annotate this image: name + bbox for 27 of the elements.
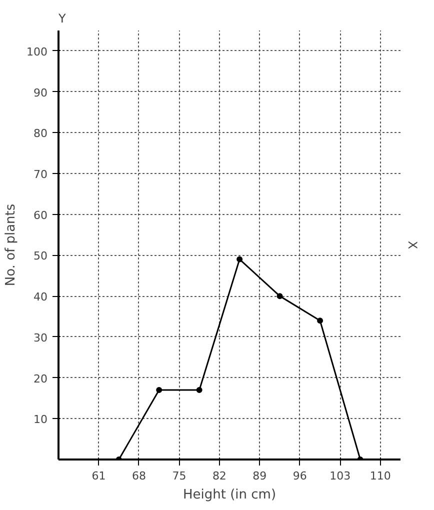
x-tick-label: 68 (132, 470, 146, 482)
y-tick-label: 40 (34, 290, 48, 304)
x-tick-label: 89 (252, 470, 267, 482)
point (317, 318, 324, 324)
y-tick-label: 50 (34, 250, 48, 263)
y-tick-label: 90 (34, 86, 48, 100)
point (156, 387, 162, 394)
text: X (406, 240, 420, 250)
x-tick-label: 103 (330, 470, 351, 482)
y-tick-label: 20 (34, 372, 48, 386)
x-tick-label: 75 (172, 470, 186, 482)
x-tick-label: 82 (212, 470, 226, 482)
y-tick-label: 80 (34, 127, 48, 140)
y-axis-title: No. of plants (4, 204, 19, 286)
y-tick-label: 70 (34, 168, 48, 181)
x-axis-title: Height (in cm) (182, 488, 276, 502)
point (236, 256, 243, 262)
x-tick-label: 110 (370, 470, 391, 482)
y-tick-label: 10 (34, 413, 48, 426)
x-tick-label: 96 (292, 470, 307, 482)
y-tick-label: 100 (26, 45, 48, 58)
text: Y (58, 12, 66, 26)
x-tick-label: 61 (92, 470, 106, 482)
y-tick-label: 30 (34, 331, 48, 344)
point (276, 293, 283, 300)
point (196, 387, 202, 394)
y-tick-label: 60 (34, 208, 48, 222)
